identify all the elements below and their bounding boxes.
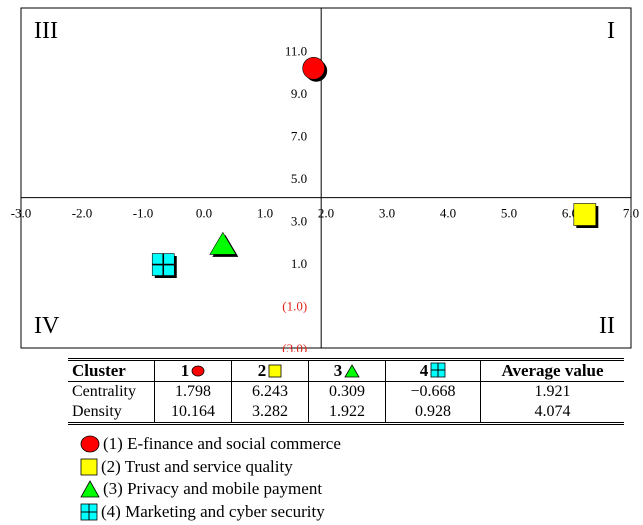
- table-header-2: 2: [231, 359, 309, 382]
- table-header-1: 1: [154, 359, 232, 382]
- x-tick-label: 2.0: [318, 206, 334, 221]
- square-cross-marker-icon: [430, 362, 446, 378]
- data-point-cluster-1: [302, 56, 328, 82]
- table-header-3: 3: [308, 359, 386, 382]
- table-header-row: Cluster 1 2 3 4 Average value: [68, 359, 624, 382]
- table-cell: 10.164: [154, 402, 232, 424]
- table-row-label: Centrality: [72, 383, 136, 400]
- data-point-cluster-4: [151, 253, 177, 279]
- table-header-average: Average value: [480, 359, 624, 382]
- legend-item: (4) Marketing and cyber security: [80, 501, 341, 524]
- legend-item: (3) Privacy and mobile payment: [80, 478, 341, 501]
- table-cell: 1.921: [480, 381, 624, 402]
- table-cell: 0.928: [385, 402, 481, 424]
- quadrant-label-iii: III: [34, 18, 58, 44]
- strategic-diagram: -3.0 -2.0 -1.0 0.0 1.0 2.0 3.0 4.0 5.0 6.0 7.0 11.…: [11, 7, 639, 352]
- circle-marker-icon: [191, 365, 205, 377]
- legend-item: (1) E-finance and social commerce: [80, 433, 341, 456]
- square-marker-icon: [80, 458, 98, 476]
- x-tick-label: -2.0: [72, 206, 93, 221]
- circle-marker-icon: [80, 435, 100, 453]
- table-header-label: 4: [419, 361, 429, 380]
- y-tick-label: 7.0: [291, 129, 307, 144]
- table-header-label: 2: [257, 361, 267, 380]
- quadrant-label-ii: II: [599, 313, 615, 339]
- y-tick-label: 11.0: [285, 44, 307, 59]
- x-tick-label: 5.0: [501, 206, 517, 221]
- x-tick-label: 0.0: [196, 206, 212, 221]
- legend-label: (2) Trust and service quality: [101, 456, 293, 476]
- legend-label: (3) Privacy and mobile payment: [103, 479, 323, 498]
- y-tick-label: (3.0): [282, 341, 307, 352]
- data-point-cluster-2: [573, 203, 599, 229]
- table-cell: 6.243: [231, 381, 309, 402]
- y-tick-label: 1.0: [291, 256, 307, 271]
- x-tick-label: 7.0: [623, 206, 639, 221]
- x-tick-label: -3.0: [11, 206, 32, 221]
- square-marker-icon: [268, 364, 282, 378]
- y-tick-label: (1.0): [282, 299, 307, 314]
- table-row: Density 10.164 3.282 1.922 0.928 4.074: [68, 402, 624, 424]
- cluster-table: Cluster 1 2 3 4 Average value Centrality…: [68, 358, 624, 425]
- y-tick-label: 9.0: [291, 86, 307, 101]
- legend: (1) E-finance and social commerce (2) Tr…: [80, 433, 341, 523]
- square-cross-marker-icon: [80, 503, 98, 521]
- quadrant-label-iv: IV: [34, 313, 60, 339]
- table-cell: 4.074: [480, 402, 624, 424]
- plot-frame: [20, 7, 632, 349]
- legend-label: (4) Marketing and cyber security: [101, 501, 325, 521]
- legend-item: (2) Trust and service quality: [80, 456, 341, 479]
- quadrant-label-i: I: [607, 18, 615, 44]
- table-header-label: 3: [333, 361, 343, 380]
- data-point-cluster-3: [209, 231, 239, 257]
- table-cell: −0.668: [385, 381, 481, 402]
- legend-label: (1) E-finance and social commerce: [103, 434, 341, 453]
- triangle-marker-icon: [344, 364, 360, 378]
- table-row: Centrality 1.798 6.243 0.309 −0.668 1.92…: [68, 381, 624, 402]
- table-row-label: Density: [72, 403, 122, 420]
- table-cell: 3.282: [231, 402, 309, 424]
- x-tick-label: -1.0: [133, 206, 154, 221]
- table-header-cluster: Cluster: [68, 359, 155, 382]
- x-tick-label: 3.0: [379, 206, 395, 221]
- y-tick-label: 5.0: [291, 171, 307, 186]
- table-header-4: 4: [385, 359, 481, 382]
- x-tick-label: 4.0: [440, 206, 456, 221]
- x-tick-label: 1.0: [257, 206, 273, 221]
- triangle-marker-icon: [80, 480, 100, 498]
- table-cell: 0.309: [308, 381, 386, 402]
- table-cell: 1.798: [154, 381, 232, 402]
- table-cell: 1.922: [308, 402, 386, 424]
- table-header-label: 1: [180, 361, 190, 380]
- y-tick-label: 3.0: [291, 214, 307, 229]
